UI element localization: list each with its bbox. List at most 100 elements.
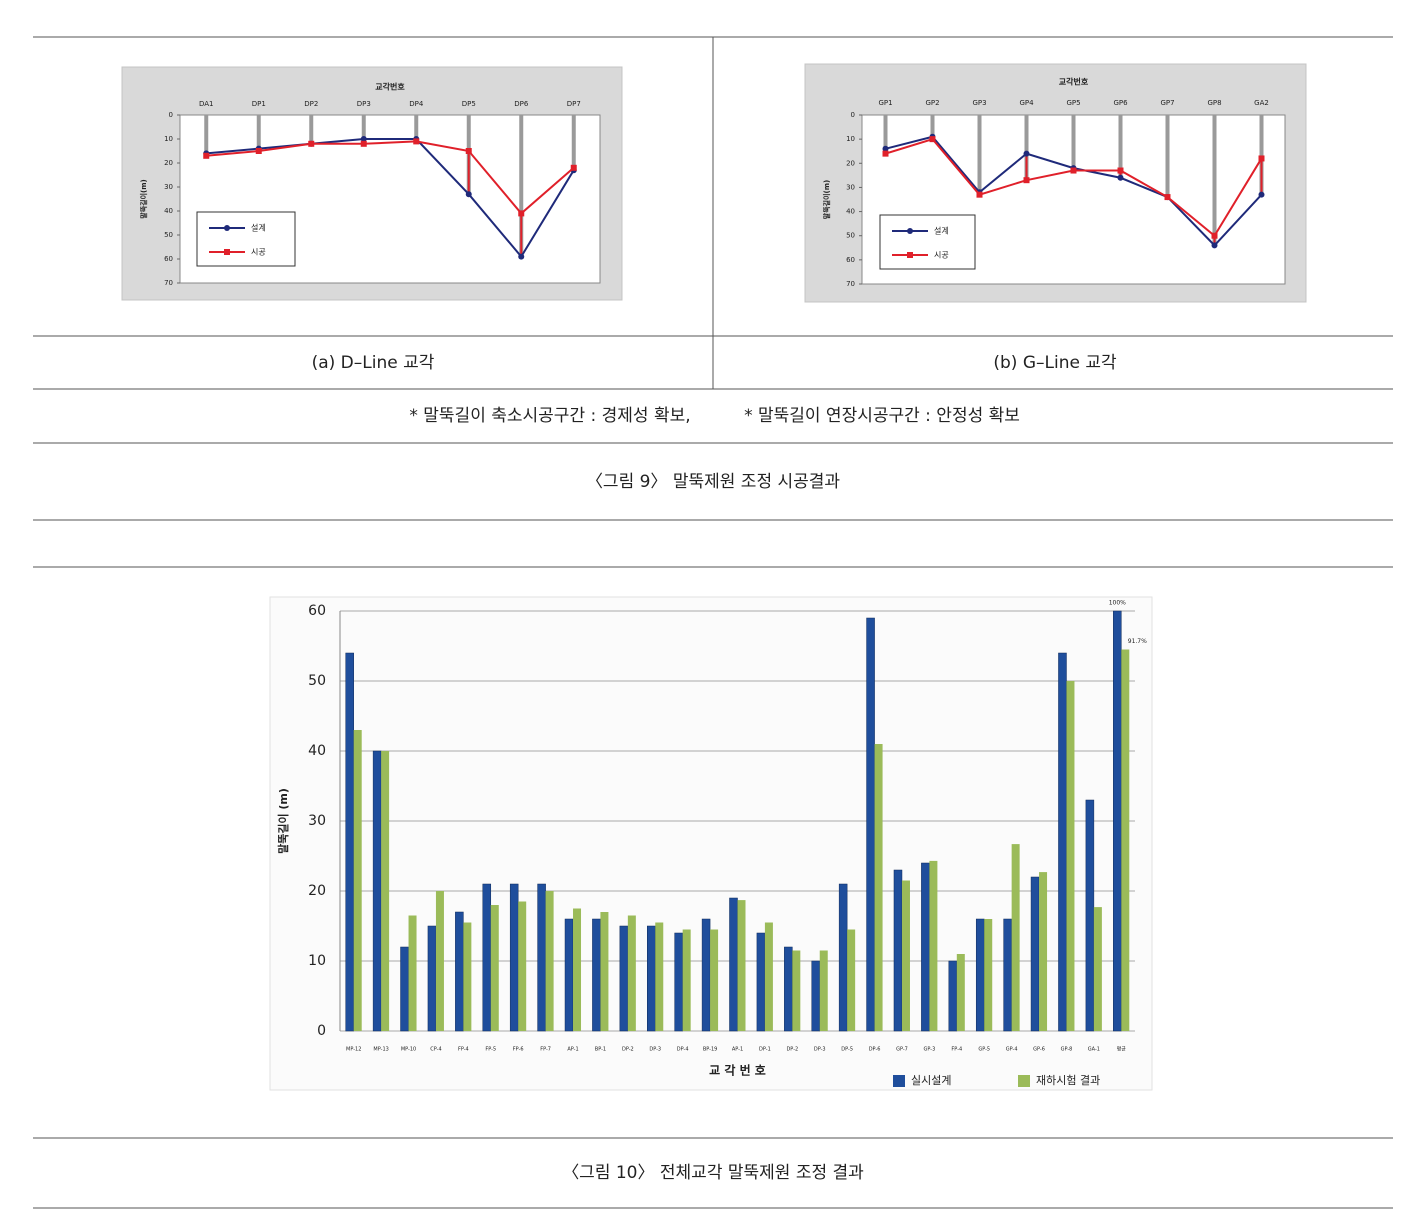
marker xyxy=(1211,242,1218,249)
y-tick-label: 50 xyxy=(846,232,855,240)
bar xyxy=(655,922,664,1031)
marker xyxy=(203,152,210,159)
bar xyxy=(573,908,582,1031)
legend-marker xyxy=(907,252,913,258)
y-tick-label: 50 xyxy=(308,673,326,689)
bar xyxy=(921,862,930,1032)
y-tick-label: 40 xyxy=(846,208,855,216)
note: * 말뚝길이 축소시공구간 : 경제성 확보, xyxy=(409,406,690,426)
bar xyxy=(764,922,773,1031)
marker xyxy=(308,140,315,147)
bar xyxy=(408,915,417,1031)
marker xyxy=(1164,194,1171,201)
y-tick-label: 50 xyxy=(164,231,173,239)
figure-caption: 〈그림 10〉 전체교각 말뚝제원 조정 결과 xyxy=(562,1163,864,1183)
y-tick-label: 40 xyxy=(164,207,173,215)
annotation: 100% xyxy=(1109,600,1126,607)
x-tick-label: AP-1 xyxy=(567,1047,578,1053)
y-tick-label: 10 xyxy=(164,135,173,143)
x-tick-label: DP2 xyxy=(304,100,318,108)
x-tick-label: GP3 xyxy=(972,99,986,107)
bar xyxy=(1003,918,1012,1032)
series-line xyxy=(206,138,575,259)
marker xyxy=(882,145,889,152)
panel-caption: (a) D–Line 교각 xyxy=(312,353,435,373)
y-tick-label: 70 xyxy=(164,279,173,287)
marker xyxy=(413,138,420,145)
marker xyxy=(518,253,525,260)
legend-swatch xyxy=(893,1075,905,1087)
legend-label: 실시설계 xyxy=(911,1074,951,1087)
bar xyxy=(819,950,828,1031)
x-tick-label: FP-4 xyxy=(951,1047,962,1053)
x-tick-label: GP-5 xyxy=(978,1047,990,1053)
bar xyxy=(710,929,719,1031)
marker xyxy=(1258,191,1265,198)
x-tick-label: DA1 xyxy=(199,100,214,108)
x-tick-label: DP4 xyxy=(409,100,424,108)
bar xyxy=(1113,610,1122,1032)
bar xyxy=(756,932,766,1032)
marker xyxy=(570,164,577,171)
bar xyxy=(518,901,527,1031)
marker xyxy=(255,148,262,154)
marker xyxy=(360,140,367,147)
y-axis-title: 말뚝길이 (m) xyxy=(276,788,290,854)
bar xyxy=(427,925,437,1032)
x-tick-label: GP-6 xyxy=(1033,1047,1045,1053)
x-tick-label: DP-4 xyxy=(677,1047,689,1053)
bar xyxy=(619,925,629,1032)
x-tick-label: MP-13 xyxy=(373,1047,388,1053)
bar xyxy=(490,905,499,1031)
bar xyxy=(1093,907,1102,1031)
panel-caption: (b) G–Line 교각 xyxy=(993,353,1117,373)
bar xyxy=(893,869,903,1032)
x-tick-label: GP2 xyxy=(925,99,939,107)
y-tick-label: 40 xyxy=(308,743,326,759)
y-tick-label: 0 xyxy=(169,111,173,119)
x-tick-label: 평균 xyxy=(1117,1046,1127,1053)
x-tick-label: MP-10 xyxy=(401,1047,416,1053)
y-tick-label: 0 xyxy=(317,1023,326,1039)
x-tick-label: CP-4 xyxy=(430,1047,441,1053)
x-tick-label: DP-2 xyxy=(622,1047,634,1053)
legend-label: 설계 xyxy=(251,223,266,233)
y-tick-label: 20 xyxy=(164,159,173,167)
marker xyxy=(1117,167,1124,174)
y-axis-title: 말뚝길이(m) xyxy=(822,180,831,219)
y-tick-label: 10 xyxy=(846,135,855,143)
bar xyxy=(901,880,910,1031)
bar xyxy=(1058,652,1067,1032)
bar xyxy=(811,960,820,1032)
bar xyxy=(372,750,382,1032)
x-tick-label: DP-1 xyxy=(759,1047,771,1053)
marker xyxy=(1258,155,1265,162)
marker xyxy=(1117,174,1124,181)
bar xyxy=(929,860,938,1031)
bar xyxy=(866,617,875,1032)
y-tick-label: 10 xyxy=(308,953,326,969)
bar xyxy=(1011,844,1020,1031)
x-tick-label: DP-3 xyxy=(814,1047,826,1053)
bar xyxy=(627,915,636,1031)
legend-swatch xyxy=(1018,1075,1030,1087)
legend-marker xyxy=(224,249,230,255)
legend-label: 재하시험 결과 xyxy=(1036,1073,1100,1087)
x-tick-label: DP3 xyxy=(357,100,371,108)
series-line xyxy=(206,140,575,215)
x-tick-label: DP7 xyxy=(567,100,581,108)
bar xyxy=(674,932,683,1032)
marker xyxy=(976,191,983,198)
bar xyxy=(600,912,609,1031)
bar xyxy=(1030,876,1040,1032)
x-tick-label: FP-4 xyxy=(458,1047,469,1053)
legend-label: 시공 xyxy=(251,248,266,257)
y-tick-label: 30 xyxy=(846,183,855,191)
x-tick-label: DP-6 xyxy=(869,1047,881,1053)
y-tick-label: 0 xyxy=(851,111,855,119)
x-axis-title: 교각번호 xyxy=(1059,77,1089,87)
marker xyxy=(518,210,525,217)
y-tick-label: 60 xyxy=(846,256,855,264)
bar xyxy=(353,730,362,1031)
annotation: 91.7% xyxy=(1128,638,1147,645)
